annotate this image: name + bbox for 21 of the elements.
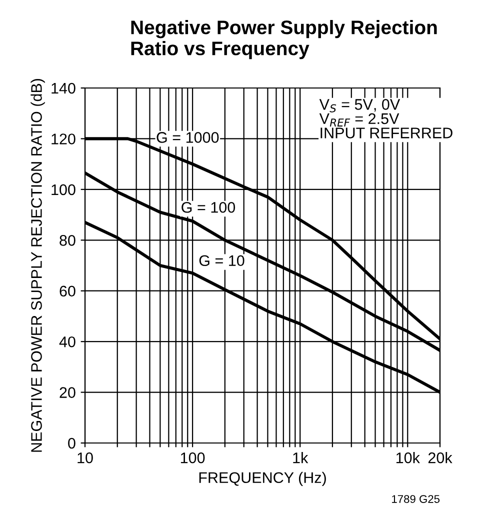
y-axis-title: NEGATIVE POWER SUPPLY REJECTION RATIO (dB) bbox=[30, 78, 45, 452]
y-tick-label: 40 bbox=[59, 336, 76, 348]
x-tick-label: 10 bbox=[78, 452, 93, 464]
x-tick-label: 20k bbox=[428, 452, 452, 464]
y-tick-label: 140 bbox=[52, 82, 76, 94]
annotation: G = 10 bbox=[199, 255, 244, 266]
x-tick-label: 1k bbox=[293, 452, 308, 464]
x-tick-label: 100 bbox=[180, 452, 205, 464]
y-tick-label: 20 bbox=[60, 387, 76, 398]
text: 1789 G25 bbox=[392, 495, 440, 503]
x-tick-label: 10k bbox=[396, 452, 420, 464]
annotation: G = 1000 bbox=[156, 132, 219, 143]
chart-title: Negative Power Supply Rejection Ratio vs Frequency bbox=[131, 20, 437, 60]
y-tick-label: 100 bbox=[52, 184, 76, 196]
x-axis-title: FREQUENCY (Hz) bbox=[199, 472, 326, 486]
y-tick-label: 120 bbox=[52, 134, 76, 144]
annotation: V$_{S}$ = 5V, 0V V$_{REF}$ = 2.5V INPUT REFERRED bbox=[319, 99, 452, 138]
y-tick-label: 80 bbox=[60, 235, 76, 246]
annotation: G = 100 bbox=[182, 202, 236, 213]
y-tick-label: 0 bbox=[68, 438, 76, 449]
y-tick-label: 60 bbox=[60, 286, 76, 297]
